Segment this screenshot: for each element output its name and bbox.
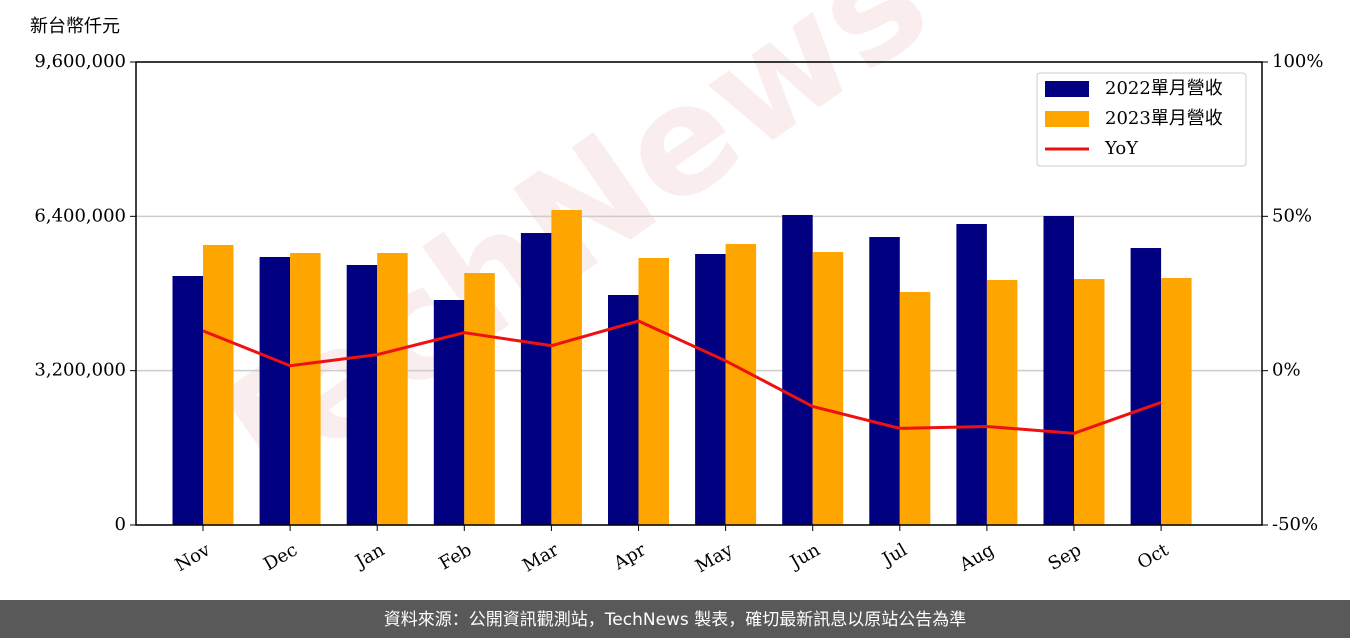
bar: [377, 252, 408, 526]
bar: [290, 252, 321, 526]
bar: [520, 233, 552, 525]
bar: [956, 224, 987, 525]
bar: [812, 252, 844, 525]
bar: [695, 254, 726, 525]
y-tick-label: 9,600,000: [34, 51, 126, 72]
bar: [725, 244, 757, 525]
bar: [259, 256, 291, 525]
plot-frame: [135, 61, 1263, 526]
x-tick-label: Dec: [260, 539, 301, 575]
bar: [172, 275, 203, 525]
y-axis-label: 新台幣仟元: [30, 16, 120, 37]
x-tick-label: Jun: [785, 539, 824, 574]
legend-label: 2022單月營收: [1105, 78, 1223, 99]
bar: [464, 273, 495, 525]
legend-label: YoY: [1104, 138, 1139, 159]
bar: [1130, 248, 1162, 525]
bar: [346, 264, 378, 525]
footer-bar: [0, 600, 1350, 638]
y2-tick-label: -50%: [1272, 514, 1318, 535]
y-tick-label: 0: [115, 514, 126, 535]
bar: [899, 292, 931, 525]
y2-tick-label: 50%: [1272, 205, 1312, 226]
legend-swatch: [1045, 111, 1089, 127]
x-tick-label: Nov: [172, 539, 215, 576]
x-tick-label: Jul: [877, 539, 911, 571]
x-tick-label: Mar: [519, 539, 563, 576]
bar: [203, 244, 234, 526]
y2-tick-label: 0%: [1272, 360, 1301, 381]
bar: [551, 210, 582, 525]
x-tick-label: Jan: [350, 539, 388, 573]
line: [202, 319, 1162, 435]
x-tick-label: May: [692, 539, 737, 577]
x-tick-label: Oct: [1134, 539, 1173, 574]
footer: 資料來源：公開資訊觀測站，TechNews 製表，確切最新訊息以原站公告為準: [384, 610, 966, 630]
y2-tick-label: 100%: [1272, 51, 1323, 72]
x-tick-label: Feb: [436, 539, 476, 574]
legend-swatch: [1045, 81, 1089, 97]
legend-label: 2023單月營收: [1105, 108, 1223, 129]
bar: [782, 214, 813, 525]
bar: [608, 294, 639, 525]
bar: [986, 279, 1018, 525]
bar: [1161, 278, 1192, 525]
legend-box: [1036, 72, 1247, 167]
x-tick-label: Apr: [609, 539, 649, 574]
y-tick-label: 6,400,000: [34, 205, 126, 226]
x-tick-label: Sep: [1045, 539, 1085, 574]
bar: [1074, 279, 1105, 525]
y-tick-label: 3,200,000: [34, 360, 126, 381]
bar: [1043, 215, 1074, 525]
x-tick-label: Aug: [955, 539, 998, 576]
bar: [869, 237, 900, 525]
bar: [638, 258, 669, 525]
